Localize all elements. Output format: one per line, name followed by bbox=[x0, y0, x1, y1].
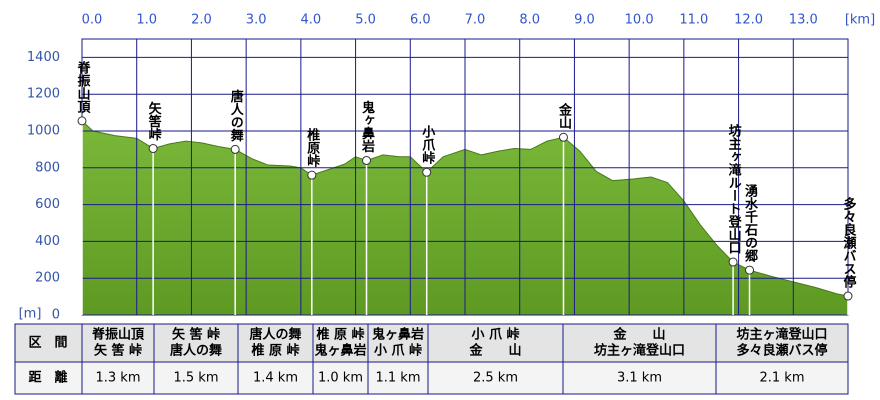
waypoint-marker bbox=[843, 291, 853, 301]
x-tick-label: 1.0 bbox=[136, 13, 157, 28]
y-tick-label: 1400 bbox=[27, 50, 60, 65]
segment-from: 唐人の舞 bbox=[249, 327, 301, 343]
segment-to: 小 爪 峠 bbox=[374, 343, 422, 359]
segment-to: 椎 原 峠 bbox=[250, 343, 299, 359]
x-tick-label: 6.0 bbox=[410, 13, 431, 28]
x-tick-label: 12.0 bbox=[734, 13, 763, 28]
segment-from: 矢 筈 峠 bbox=[172, 327, 220, 343]
y-tick-label: 0 bbox=[52, 308, 60, 323]
segment-distance: 2.5 km bbox=[473, 371, 518, 386]
segment-distance: 3.1 km bbox=[617, 371, 662, 386]
waypoint-marker bbox=[77, 116, 87, 126]
segment-from: 金 山 bbox=[612, 327, 665, 343]
waypoint-marker bbox=[422, 167, 432, 177]
y-tick-label: 200 bbox=[35, 271, 60, 286]
waypoint-marker bbox=[230, 144, 240, 154]
segment-to: 坊主ヶ滝登山口 bbox=[594, 343, 685, 359]
waypoint-label: 唐人の舞 bbox=[228, 89, 245, 143]
x-tick-label: 13.0 bbox=[789, 13, 818, 28]
x-tick-label: 0.0 bbox=[82, 13, 103, 28]
table-frame bbox=[14, 323, 849, 395]
x-tick-label: 11.0 bbox=[679, 13, 708, 28]
x-tick-label: 4.0 bbox=[301, 13, 322, 28]
waypoint-marker bbox=[728, 257, 738, 267]
segment-distance: 1.4 km bbox=[253, 371, 298, 386]
segment-distance: 2.1 km bbox=[760, 371, 805, 386]
waypoint-marker bbox=[148, 143, 158, 153]
waypoint-marker bbox=[362, 155, 372, 165]
segment-from: 鬼ヶ鼻岩 bbox=[372, 327, 424, 343]
waypoint-label: 坊主ヶ滝ルート登山口 bbox=[726, 123, 743, 254]
segment-to: 矢 筈 峠 bbox=[94, 343, 142, 359]
x-tick-label: 5.0 bbox=[355, 13, 376, 28]
waypoint-marker bbox=[558, 132, 568, 142]
y-tick-label: 1200 bbox=[27, 87, 60, 102]
segment-distance: 1.5 km bbox=[174, 371, 219, 386]
waypoint-marker bbox=[745, 265, 755, 275]
segment-distance: 1.3 km bbox=[96, 371, 141, 386]
y-tick-label: 1000 bbox=[27, 124, 60, 139]
waypoint-label: 湧水千石の郷 bbox=[742, 184, 759, 264]
segment-from: 椎 原 峠 bbox=[315, 327, 364, 343]
x-tick-label: 10.0 bbox=[625, 13, 654, 28]
y-tick-label: 600 bbox=[35, 197, 60, 212]
x-tick-label: 2.0 bbox=[191, 13, 212, 28]
x-tick-label: 7.0 bbox=[465, 13, 486, 28]
segment-from: 脊振山頂 bbox=[91, 327, 145, 343]
y-unit: [m] bbox=[19, 307, 42, 322]
waypoint-label: 椎原峠 bbox=[304, 128, 321, 169]
x-tick-label: 8.0 bbox=[519, 13, 540, 28]
x-tick-label: 9.0 bbox=[574, 13, 595, 28]
x-unit: [km] bbox=[845, 13, 875, 28]
table-header: 距 離 bbox=[28, 370, 67, 386]
segment-to: 唐人の舞 bbox=[170, 343, 222, 359]
segment-to: 鬼ヶ鼻岩 bbox=[314, 343, 366, 359]
waypoint-marker bbox=[307, 170, 317, 180]
x-tick-label: 3.0 bbox=[246, 13, 267, 28]
waypoint-label: 金山 bbox=[556, 103, 573, 131]
waypoint-label: 小爪峠 bbox=[419, 125, 435, 165]
segment-from: 坊主ヶ滝登山口 bbox=[736, 327, 827, 343]
table-header: 区 間 bbox=[28, 336, 67, 351]
segment-to: 金 山 bbox=[468, 343, 521, 359]
waypoint-label: 多々良瀬バス停 bbox=[841, 196, 857, 289]
y-tick-label: 800 bbox=[35, 160, 60, 175]
waypoint-label: 矢筈峠 bbox=[146, 101, 162, 142]
segment-distance: 1.0 km bbox=[318, 371, 363, 386]
segment-distance: 1.1 km bbox=[376, 371, 421, 386]
waypoint-label: 鬼ヶ鼻岩 bbox=[359, 100, 376, 154]
segment-to: 多々良瀬バス停 bbox=[736, 343, 827, 359]
y-tick-label: 400 bbox=[35, 234, 60, 249]
segment-from: 小 爪 峠 bbox=[471, 327, 519, 343]
waypoint-label: 脊振山頂 bbox=[75, 60, 92, 114]
